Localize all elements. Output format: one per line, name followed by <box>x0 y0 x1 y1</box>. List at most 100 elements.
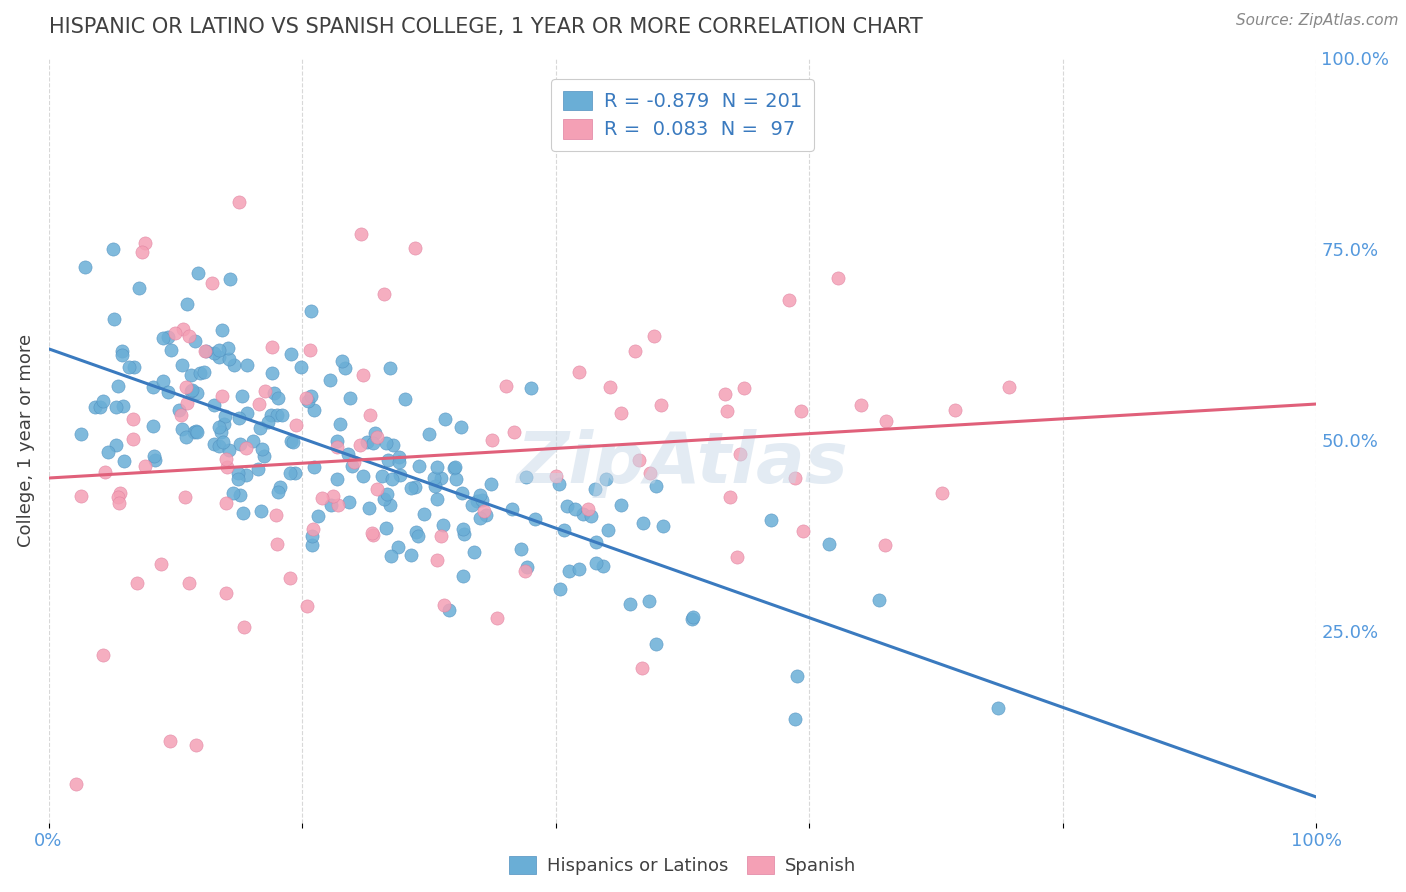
Point <box>91 648 114 662</box>
Point <box>160 343 183 358</box>
Point <box>101 243 124 257</box>
Point <box>350 227 373 241</box>
Point <box>319 373 342 387</box>
Point <box>103 311 125 326</box>
Point <box>295 392 318 406</box>
Point <box>218 442 240 457</box>
Point <box>235 467 257 482</box>
Point <box>426 552 449 566</box>
Point <box>180 384 202 398</box>
Point <box>432 518 454 533</box>
Point <box>987 701 1010 715</box>
Point <box>555 499 578 513</box>
Point <box>619 597 641 611</box>
Point <box>733 381 755 395</box>
Point <box>468 511 491 525</box>
Point <box>194 344 217 359</box>
Point <box>451 486 474 500</box>
Point <box>302 522 325 536</box>
Point <box>142 379 165 393</box>
Point <box>321 498 343 512</box>
Point <box>451 523 474 537</box>
Point <box>388 450 411 464</box>
Point <box>188 366 211 380</box>
Point <box>217 341 239 355</box>
Point <box>179 576 201 591</box>
Point <box>339 391 361 405</box>
Point <box>84 401 107 415</box>
Point <box>263 385 285 400</box>
Point <box>728 447 751 461</box>
Point <box>581 509 603 524</box>
Point <box>343 455 366 469</box>
Point <box>558 564 581 578</box>
Point <box>242 434 264 449</box>
Point <box>342 458 364 473</box>
Point <box>423 471 446 485</box>
Point <box>596 523 619 537</box>
Point <box>465 493 488 508</box>
Point <box>211 434 233 449</box>
Point <box>778 293 800 307</box>
Point <box>817 537 839 551</box>
Point <box>716 404 738 418</box>
Point <box>252 450 274 464</box>
Point <box>167 403 190 417</box>
Point <box>364 425 387 440</box>
Point <box>280 434 302 449</box>
Point <box>152 375 174 389</box>
Point <box>143 449 166 463</box>
Point <box>785 712 807 726</box>
Point <box>211 388 233 402</box>
Point <box>382 437 405 451</box>
Point <box>583 482 606 496</box>
Point <box>150 557 173 571</box>
Point <box>301 528 323 542</box>
Point <box>232 620 254 634</box>
Point <box>159 734 181 748</box>
Point <box>610 498 633 512</box>
Point <box>157 330 180 344</box>
Point <box>361 525 384 540</box>
Point <box>759 512 782 526</box>
Point <box>548 477 571 491</box>
Point <box>143 453 166 467</box>
Point <box>404 480 426 494</box>
Point <box>516 559 538 574</box>
Point <box>433 599 456 613</box>
Point <box>546 468 568 483</box>
Point <box>122 432 145 446</box>
Point <box>571 507 593 521</box>
Point <box>430 470 453 484</box>
Point <box>187 266 209 280</box>
Point <box>472 503 495 517</box>
Point <box>262 340 284 354</box>
Text: Source: ZipAtlas.com: Source: ZipAtlas.com <box>1236 13 1399 29</box>
Point <box>783 471 806 485</box>
Point <box>194 344 217 359</box>
Point <box>931 486 953 500</box>
Point <box>112 400 135 414</box>
Point <box>378 361 401 376</box>
Point <box>361 527 384 541</box>
Point <box>226 472 249 486</box>
Point <box>211 323 233 337</box>
Point <box>475 508 498 522</box>
Point <box>792 524 814 539</box>
Point <box>418 427 440 442</box>
Point <box>267 485 290 500</box>
Point <box>851 398 873 412</box>
Point <box>326 498 349 512</box>
Point <box>186 425 208 440</box>
Point <box>284 466 307 480</box>
Point <box>624 344 647 359</box>
Point <box>229 488 252 502</box>
Point <box>336 447 359 461</box>
Point <box>236 358 259 372</box>
Point <box>134 459 156 474</box>
Y-axis label: College, 1 year or more: College, 1 year or more <box>17 334 35 547</box>
Point <box>107 490 129 504</box>
Point <box>183 334 205 349</box>
Point <box>301 538 323 552</box>
Point <box>399 481 422 495</box>
